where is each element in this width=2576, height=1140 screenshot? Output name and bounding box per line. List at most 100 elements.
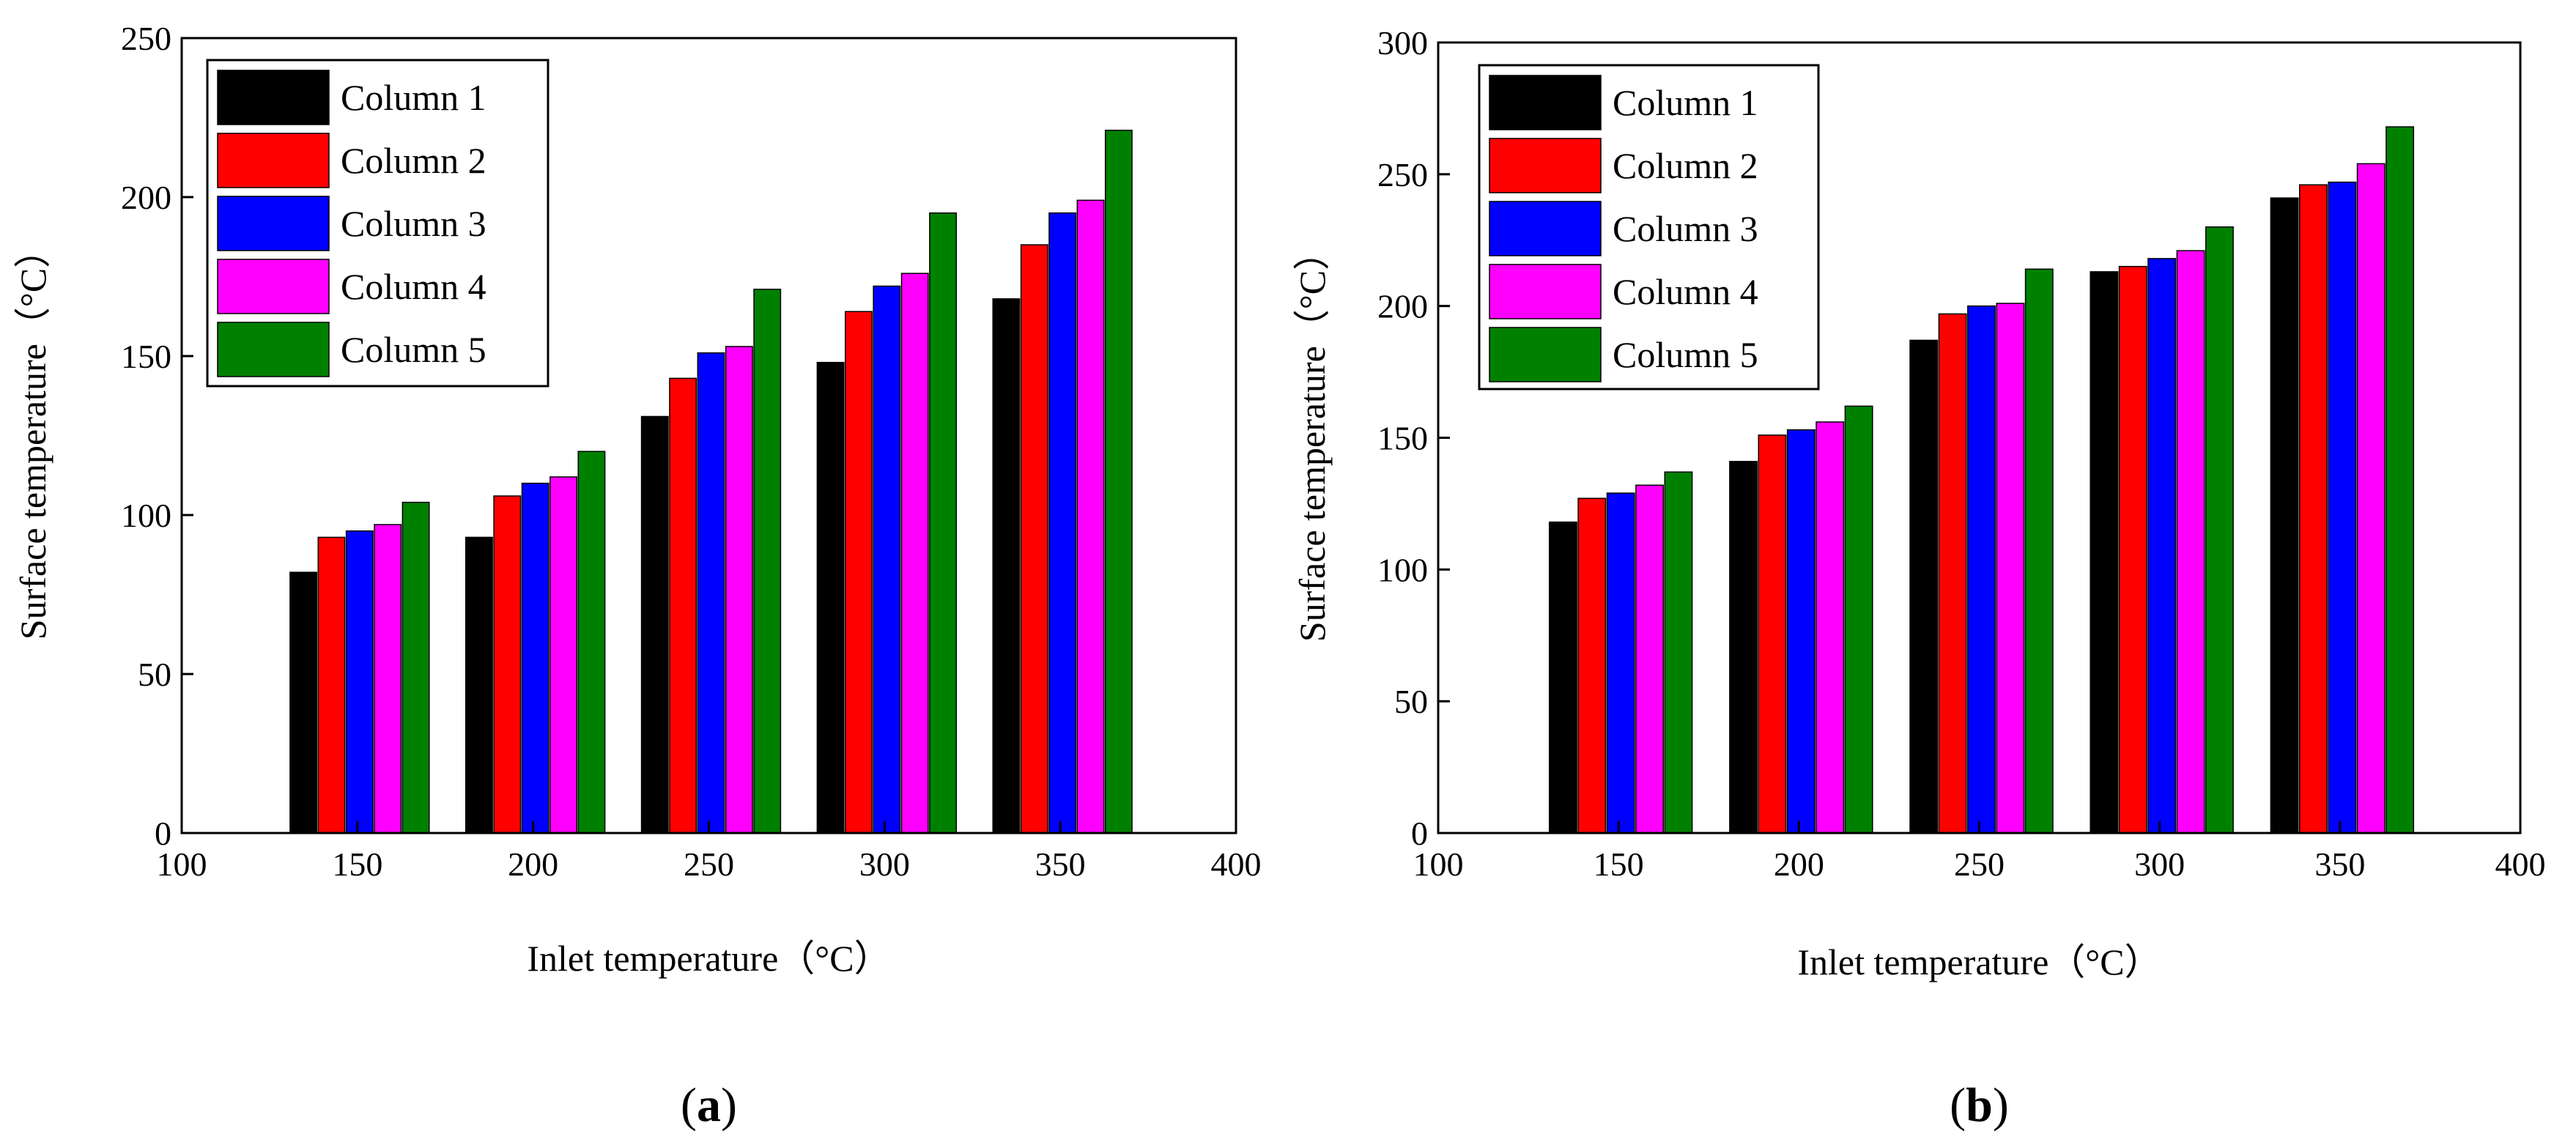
bar-column-4-150	[374, 524, 402, 834]
bar-column-1-300	[2090, 271, 2119, 834]
y-axis-title: Surface temperature（°C）	[1292, 234, 1333, 642]
x-tick-label: 250	[1954, 845, 2005, 883]
chart-panel-b: 100 150 200 250 300 350 400 0 50 100 150 200 250 300 I…	[1292, 24, 2546, 1132]
bar-column-4-350	[1076, 199, 1105, 834]
bar-column-1-250	[1909, 339, 1939, 834]
y-tick-label: 150	[121, 338, 171, 375]
y-tick-label: 0	[1411, 815, 1428, 852]
panel-label-close-paren: )	[1993, 1078, 2009, 1132]
bar-column-5-250	[2024, 268, 2054, 834]
legend-label: Column 1	[1613, 82, 1758, 123]
x-tick-label: 150	[1594, 845, 1644, 883]
legend-label: Column 4	[1613, 271, 1758, 312]
legend-swatch	[1489, 264, 1602, 319]
panel-label-letter: b	[1966, 1078, 1993, 1132]
bar-column-5-250	[753, 289, 782, 834]
x-tick-label: 200	[1774, 845, 1824, 883]
bar-column-5-150	[401, 501, 430, 834]
x-tick-label: 100	[1413, 845, 1464, 883]
bar-column-2-350	[1020, 244, 1048, 834]
bar-column-2-200	[1758, 434, 1787, 834]
y-tick-label: 200	[121, 179, 171, 216]
bar-column-3-350	[2328, 181, 2357, 834]
bar-column-1-350	[2270, 197, 2299, 834]
legend-label: Column 3	[1613, 208, 1758, 249]
bar-column-3-300	[2147, 258, 2177, 834]
x-tick-label: 150	[332, 845, 382, 883]
legend-label: Column 2	[341, 140, 486, 181]
y-tick-label: 200	[1377, 288, 1428, 325]
bar-column-5-300	[929, 212, 958, 834]
y-tick-label: 300	[1377, 24, 1428, 62]
panel-label: (a)	[681, 1078, 737, 1132]
bar-column-2-300	[2118, 265, 2147, 834]
legend-label: Column 1	[341, 77, 486, 118]
bar-column-3-200	[1786, 429, 1816, 834]
y-tick-label: 250	[121, 20, 171, 57]
legend-label: Column 4	[341, 266, 486, 307]
x-axis-title: Inlet temperature（°C）	[1797, 941, 2161, 982]
x-tick-label: 300	[2134, 845, 2185, 883]
legend-swatch	[217, 259, 330, 314]
bar-column-5-200	[1844, 405, 1873, 834]
bar-column-1-300	[816, 361, 845, 834]
legend-swatch	[217, 196, 330, 251]
bar-column-4-200	[549, 476, 577, 834]
bar-column-4-150	[1635, 484, 1664, 834]
panel-label-open-paren: (	[1950, 1078, 1966, 1132]
bar-column-4-250	[725, 346, 753, 834]
x-tick-label: 350	[2314, 845, 2365, 883]
legend-label: Column 3	[341, 203, 486, 244]
bar-column-5-200	[577, 451, 606, 834]
bar-column-5-300	[2205, 226, 2234, 834]
x-tick-label: 400	[2495, 845, 2546, 883]
y-tick-label: 150	[1377, 420, 1428, 457]
bar-column-2-150	[317, 536, 346, 834]
bar-column-1-200	[1729, 461, 1758, 834]
panel-label: (b)	[1950, 1078, 2009, 1132]
bar-column-3-250	[697, 352, 725, 834]
x-tick-label: 400	[1211, 845, 1262, 883]
legend-swatch	[1489, 75, 1602, 130]
bar-column-4-300	[2176, 250, 2205, 834]
y-tick-label: 50	[1394, 683, 1428, 720]
y-tick-label: 0	[155, 815, 171, 852]
y-tick-label: 100	[1377, 551, 1428, 588]
bar-column-1-200	[465, 536, 493, 834]
bar-column-2-250	[669, 377, 697, 834]
bar-column-4-200	[1816, 421, 1845, 834]
bar-column-1-250	[640, 415, 669, 834]
bar-column-1-150	[289, 571, 318, 834]
bar-column-3-300	[873, 285, 901, 834]
bar-column-2-350	[2299, 184, 2328, 834]
panel-label-close-paren: )	[721, 1078, 737, 1132]
panel-label-open-paren: (	[681, 1078, 697, 1132]
bar-column-5-350	[1104, 130, 1133, 834]
bar-column-3-250	[1967, 305, 1996, 834]
bar-column-3-150	[345, 530, 374, 834]
legend-swatch	[217, 70, 330, 125]
y-tick-label: 50	[138, 656, 171, 693]
legend-swatch	[217, 133, 330, 188]
bar-column-3-350	[1048, 212, 1077, 834]
x-tick-label: 100	[157, 845, 207, 883]
bar-column-1-350	[992, 298, 1021, 834]
bar-column-2-250	[1938, 313, 1967, 834]
x-tick-label: 300	[859, 845, 910, 883]
bar-column-1-150	[1548, 521, 1577, 834]
legend-label: Column 2	[1613, 145, 1758, 186]
chart-panel-a: 100 150 200 250 300 350 400 0 50 100 150 200 250 Inle…	[12, 20, 1262, 1132]
legend-swatch	[217, 322, 330, 377]
bar-column-2-200	[493, 495, 522, 834]
legend-label: Column 5	[1613, 334, 1758, 375]
bar-column-3-200	[521, 482, 549, 834]
y-tick-label: 250	[1377, 156, 1428, 193]
legend-swatch	[1489, 201, 1602, 256]
x-tick-label: 350	[1035, 845, 1086, 883]
bar-column-3-150	[1606, 492, 1635, 834]
bar-column-4-250	[1996, 303, 2025, 834]
bar-column-4-350	[2356, 163, 2386, 834]
legend-label: Column 5	[341, 329, 486, 370]
panel-label-letter: a	[697, 1078, 721, 1132]
